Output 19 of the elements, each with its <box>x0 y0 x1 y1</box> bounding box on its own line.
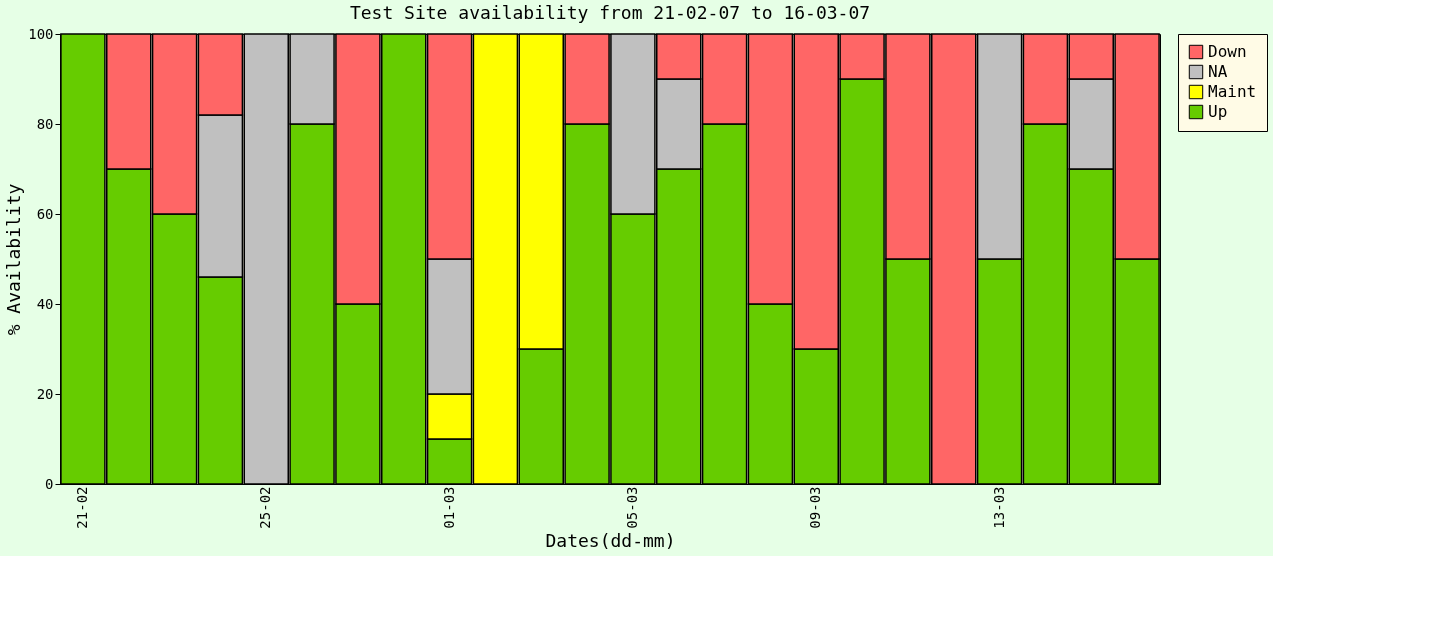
y-tick-label: 60 <box>36 205 54 222</box>
x-tick-label: 21-02 <box>73 486 90 529</box>
x-tick-label: 09-03 <box>807 486 824 529</box>
x-tick-label: 01-03 <box>440 486 457 529</box>
y-tick-label: 20 <box>36 385 54 402</box>
y-tick-label: 80 <box>36 115 54 132</box>
y-axis-title: % Availability <box>3 183 25 336</box>
legend-label: Maint <box>1208 82 1257 101</box>
y-tick-label: 0 <box>45 475 54 492</box>
legend-label: NA <box>1208 62 1228 81</box>
x-tick-label: 25-02 <box>257 486 274 529</box>
y-tick-label: 40 <box>36 295 54 312</box>
x-axis-title: Dates(dd-mm) <box>545 529 676 551</box>
y-tick-label: 100 <box>28 25 54 42</box>
chart-title: Test Site availability from 21-02-07 to 16-03-07 <box>349 2 871 23</box>
x-tick-label: 05-03 <box>623 486 640 529</box>
x-tick-label: 13-03 <box>990 486 1007 529</box>
legend-label: Down <box>1208 42 1247 61</box>
legend-label: Up <box>1208 102 1228 121</box>
